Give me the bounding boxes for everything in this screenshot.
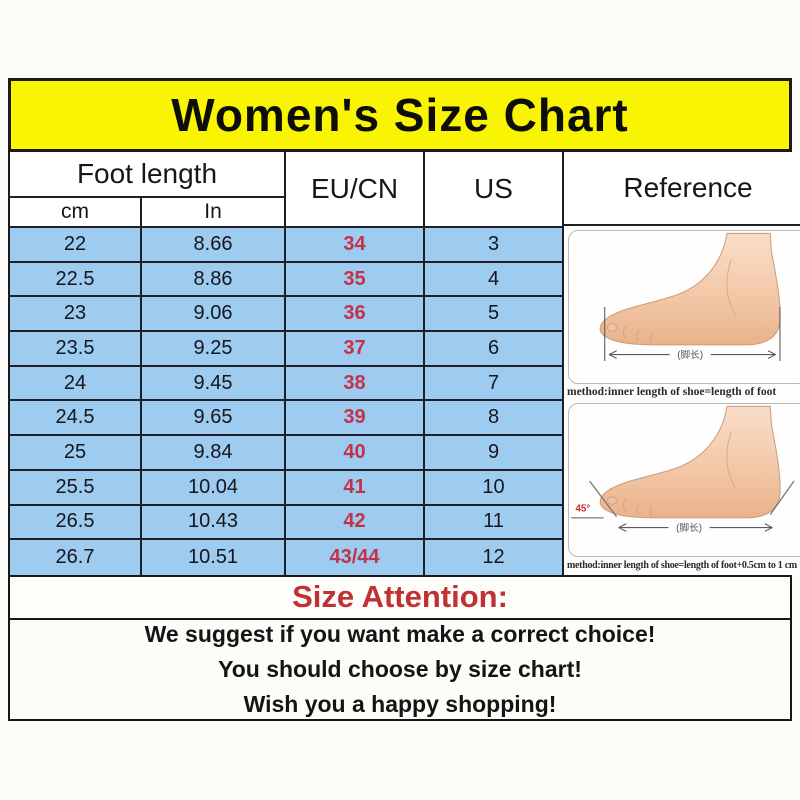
cell-cm: 22.5 — [10, 262, 142, 298]
cell-in: 8.66 — [142, 228, 286, 263]
cell-eu: 39 — [286, 401, 425, 437]
size-attention-title: Size Attention: — [8, 576, 792, 620]
cell-in: 10.04 — [142, 470, 286, 506]
header-cm: cm — [10, 198, 142, 228]
cell-us: 10 — [425, 470, 564, 506]
cell-in: 9.65 — [142, 401, 286, 437]
size-table: Foot length EU/CN US cm In 22 8.66 34 3 … — [8, 152, 800, 577]
cell-cm: 23.5 — [10, 332, 142, 367]
cell-eu: 41 — [286, 470, 425, 506]
note-line: Wish you a happy shopping! — [243, 690, 557, 717]
reference-caption-1: method:inner length of shoe=length of fo… — [567, 385, 777, 398]
cell-cm: 23 — [10, 297, 142, 333]
cell-eu: 42 — [286, 505, 425, 541]
reference-body: (脚长) method:inner length of shoe=length … — [564, 226, 800, 575]
header-eu-cn: EU/CN — [286, 152, 425, 228]
cell-us: 8 — [425, 401, 564, 437]
reference-figure-2: 45° (脚长) method:inner length of shoe=len… — [567, 401, 800, 574]
cell-us: 6 — [425, 332, 564, 367]
foot-angle-illustration-icon: 45° (脚长) — [571, 405, 795, 534]
foot-length-measure-label: (脚长) — [677, 349, 703, 361]
cell-cm: 26.7 — [10, 540, 142, 575]
cell-eu: 38 — [286, 366, 425, 402]
cell-cm: 24.5 — [10, 401, 142, 437]
cell-eu: 37 — [286, 332, 425, 367]
cell-cm: 22 — [10, 228, 142, 263]
note-line: We suggest if you want make a correct ch… — [144, 620, 656, 647]
size-table-grid: Foot length EU/CN US cm In 22 8.66 34 3 … — [10, 152, 564, 575]
cell-us: 4 — [425, 262, 564, 298]
cell-in: 9.45 — [142, 366, 286, 402]
cell-cm: 26.5 — [10, 505, 142, 541]
foot-measure-method-image: 45° (脚长) — [568, 402, 800, 557]
page-title: Women's Size Chart — [8, 78, 792, 152]
cell-us: 7 — [425, 366, 564, 402]
size-chart-sheet: Women's Size Chart Foot length EU/CN US … — [8, 78, 800, 721]
cell-in: 10.51 — [142, 540, 286, 575]
reference-figure-1: (脚长) method:inner length of shoe=length … — [567, 228, 800, 401]
foot-length-image: (脚长) — [568, 230, 800, 384]
cell-us: 11 — [425, 505, 564, 541]
cell-cm: 25.5 — [10, 470, 142, 506]
notes-box: We suggest if you want make a correct ch… — [8, 617, 792, 721]
header-foot-length: Foot length — [10, 152, 286, 198]
header-reference: Reference — [564, 152, 800, 226]
reference-column: Reference — [564, 152, 800, 575]
cell-eu: 34 — [286, 228, 425, 263]
cell-eu: 35 — [286, 262, 425, 298]
cell-in: 8.86 — [142, 262, 286, 298]
cell-us: 9 — [425, 436, 564, 471]
angle-45-label: 45° — [575, 503, 590, 514]
header-in: In — [142, 198, 286, 228]
header-us: US — [425, 152, 564, 228]
cell-us: 12 — [425, 540, 564, 575]
cell-cm: 24 — [10, 366, 142, 402]
cell-us: 5 — [425, 297, 564, 333]
note-line: You should choose by size chart! — [218, 655, 582, 682]
cell-in: 9.25 — [142, 332, 286, 367]
cell-in: 9.84 — [142, 436, 286, 471]
cell-us: 3 — [425, 228, 564, 263]
cell-eu: 40 — [286, 436, 425, 471]
cell-in: 10.43 — [142, 505, 286, 541]
foot-length-measure-label: (脚长) — [676, 522, 702, 534]
cell-eu: 43/44 — [286, 540, 425, 575]
foot-side-illustration-icon: (脚长) — [599, 232, 781, 362]
cell-in: 9.06 — [142, 297, 286, 333]
reference-caption-2: method:inner length of shoe=length of fo… — [567, 559, 797, 571]
cell-eu: 36 — [286, 297, 425, 333]
cell-cm: 25 — [10, 436, 142, 471]
